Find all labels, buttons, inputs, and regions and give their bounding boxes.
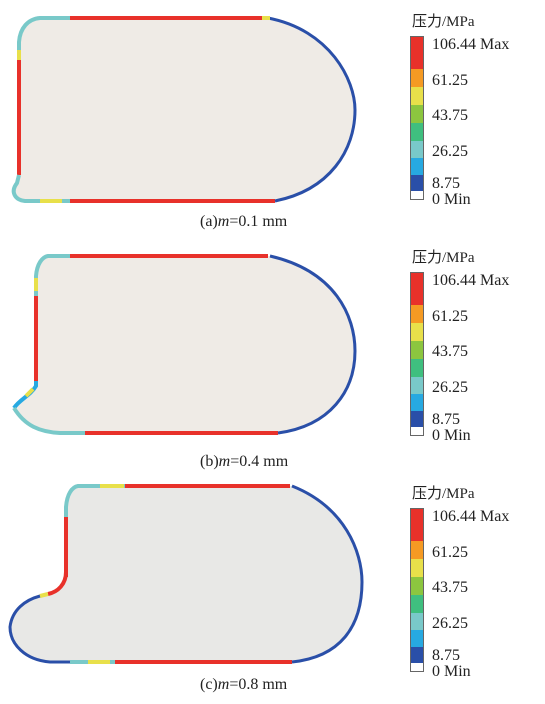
pressure-contour-a — [11, 16, 357, 203]
legend-label-max: 106.44 Max — [432, 508, 510, 525]
edge-arc-low-b — [269, 254, 357, 435]
shape-body-b — [14, 256, 355, 433]
legend-label-26: 26.25 — [432, 143, 468, 160]
legend-label-max: 106.44 Max — [432, 272, 510, 289]
edge-notch-mid-c — [39, 592, 49, 598]
edge-arc-low-c — [291, 484, 364, 664]
legend-label-26: 26.25 — [432, 379, 468, 396]
legend-label-61: 61.25 — [432, 544, 468, 561]
edge-bottom-left-b — [12, 406, 85, 435]
pressure-contour-b — [12, 254, 357, 435]
edge-corner-tl-a — [17, 16, 70, 58]
legend-label-8: 8.75 — [432, 647, 460, 664]
legend-label-43: 43.75 — [432, 579, 468, 596]
edge-corner-bl-a — [11, 174, 70, 203]
edge-top-left-c — [64, 484, 125, 517]
legend-label-43: 43.75 — [432, 343, 468, 360]
legend-color-bar — [410, 508, 424, 672]
edge-notch-mid-b — [24, 387, 35, 398]
legend-label-8: 8.75 — [432, 175, 460, 192]
legend-label-43: 43.75 — [432, 107, 468, 124]
caption-c: (c)m=0.8 mm — [200, 676, 288, 693]
legend-title: 压力/MPa — [412, 486, 475, 502]
shape-body-a — [13, 18, 356, 201]
legend-color-bar — [410, 272, 424, 436]
caption-a: (a)m=0.1 mm — [200, 213, 288, 230]
legend-label-61: 61.25 — [432, 72, 468, 89]
legend-label-min: 0 Min — [432, 663, 471, 680]
legend-label-min: 0 Min — [432, 191, 471, 208]
legend-title: 压力/MPa — [412, 14, 475, 30]
caption-b: (b)m=0.4 mm — [200, 453, 289, 470]
legend-title: 压力/MPa — [412, 250, 475, 266]
panel-a: (a)m=0.1 mm 压力/MPa 106.44 Max 61.25 43.7… — [0, 0, 545, 232]
legend-label-8: 8.75 — [432, 411, 460, 428]
legend-label-max: 106.44 Max — [432, 36, 510, 53]
panel-b: (b)m=0.4 mm 压力/MPa 106.44 Max 61.25 43.7… — [0, 236, 545, 470]
legend-label-min: 0 Min — [432, 427, 471, 444]
shape-body-c — [10, 486, 362, 662]
legend-color-bar — [410, 36, 424, 200]
legend-label-26: 26.25 — [432, 615, 468, 632]
pressure-contour-c — [8, 484, 364, 664]
edge-arc-low-a — [267, 16, 357, 203]
edge-corner-tl-b — [34, 254, 70, 296]
edge-lower-left-c — [8, 594, 70, 664]
legend-label-61: 61.25 — [432, 308, 468, 325]
edge-notch-c — [47, 571, 68, 596]
panel-c: (c)m=0.8 mm 压力/MPa 106.44 Max 61.25 43.7… — [0, 472, 545, 704]
